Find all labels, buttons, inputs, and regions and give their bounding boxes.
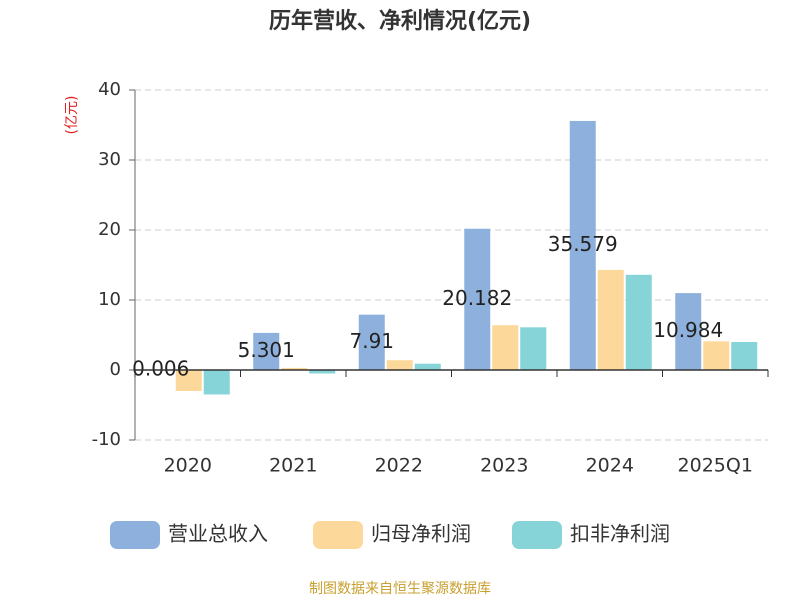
legend-label: 扣非净利润 [570,522,670,546]
value-label: 10.984 [653,318,723,342]
source-note: 制图数据来自恒生聚源数据库 [309,581,491,597]
bar [675,293,702,370]
y-axis-label: (亿元) [64,96,80,135]
bar [414,363,441,370]
bar [464,228,491,370]
legend-swatch [313,521,363,549]
bar [253,332,280,370]
bar [625,274,652,370]
value-label: 0.006 [132,356,189,380]
x-tick-label: 2020 [164,455,212,477]
x-tick-label: 2023 [480,455,528,477]
chart-title: 历年营收、净利情况(亿元) [269,8,531,34]
legend-label: 归母净利润 [371,522,471,546]
value-label: 35.579 [548,232,618,256]
value-label: 7.91 [349,329,394,353]
x-tick-label: 2021 [269,455,317,477]
y-tick-label: -10 [92,429,121,450]
bar [358,314,385,370]
value-label: 20.182 [442,286,512,310]
bar [520,327,547,370]
legend-swatch [512,521,562,549]
y-tick-label: 0 [110,359,121,380]
bar [175,370,202,391]
y-tick-label: 30 [98,149,121,170]
bar [309,370,336,374]
y-tick-label: 40 [98,79,121,100]
x-tick-label: 2025Q1 [678,455,753,477]
bar [386,360,413,370]
legend-swatch [110,521,160,549]
bar [731,342,758,370]
bar [597,269,624,370]
x-tick-label: 2022 [375,455,423,477]
bar [703,341,730,370]
bar [492,325,519,370]
bar [281,367,308,370]
y-tick-label: 20 [98,219,121,240]
y-tick-label: 10 [98,289,121,310]
bar [203,370,230,395]
x-tick-label: 2024 [586,455,634,477]
bar [569,120,596,371]
legend-label: 营业总收入 [168,522,268,546]
value-label: 5.301 [238,338,295,362]
